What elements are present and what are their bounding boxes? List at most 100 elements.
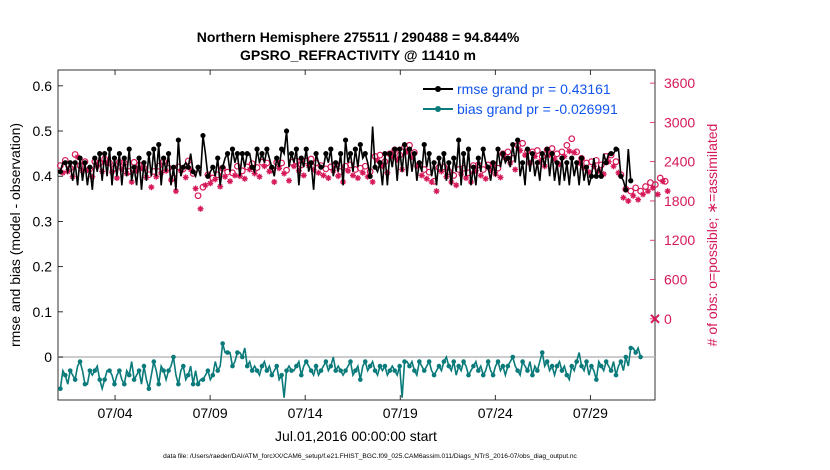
obs-assimilated-point — [605, 158, 612, 165]
rmse-point — [564, 160, 570, 166]
bias-point — [569, 363, 575, 369]
rmse-point — [401, 141, 408, 148]
bias-point — [579, 363, 584, 369]
obs-assimilated-point — [276, 165, 283, 172]
obs-possible-point — [224, 168, 231, 176]
obs-assimilated-point — [463, 175, 470, 182]
bias-point — [480, 372, 486, 378]
bias-point — [131, 377, 137, 382]
rmse-point — [460, 151, 467, 157]
bias-point — [358, 377, 363, 382]
bias-point — [520, 359, 525, 364]
rmse-point — [441, 151, 447, 157]
obs-possible-point — [494, 164, 502, 172]
obs-assimilated-point — [290, 163, 297, 170]
bias-point — [436, 363, 442, 369]
rmse-point — [347, 151, 354, 157]
rmse-point — [357, 141, 363, 148]
rmse-point — [106, 146, 113, 152]
rmse-point — [426, 151, 432, 157]
bias-series — [58, 341, 643, 398]
bias-point — [97, 377, 103, 382]
obs-assimilated-point — [315, 169, 322, 176]
obs-assimilated-point — [59, 169, 66, 176]
obs-assimilated-point — [644, 188, 651, 195]
obs-assimilated-point — [477, 172, 484, 179]
rmse-point — [362, 151, 368, 157]
obs-assimilated-point — [428, 178, 435, 185]
rmse-point — [387, 151, 393, 157]
rmse-point — [416, 160, 422, 166]
bias-point — [220, 341, 225, 346]
rmse-point — [377, 160, 383, 166]
rmse-point — [151, 146, 157, 152]
rmse-point — [244, 151, 250, 157]
rmse-point — [77, 155, 83, 161]
rmse-point — [529, 151, 536, 157]
obs-assimilated-point — [615, 169, 622, 176]
bias-point — [72, 377, 78, 382]
rmse-point — [574, 160, 580, 166]
obs-possible-point — [558, 148, 566, 156]
rmse-point — [97, 151, 103, 157]
obs-assimilated-point — [207, 180, 214, 187]
rmse-point — [111, 155, 118, 161]
bias-point — [353, 368, 358, 373]
rmse-point — [569, 155, 575, 161]
bias-point — [308, 368, 314, 373]
y-right-tick-label: 2400 — [664, 154, 695, 170]
bias-point — [628, 345, 634, 351]
rmse-point — [82, 160, 88, 166]
y-left-tick-label: 0.5 — [33, 123, 53, 139]
bias-point — [171, 354, 176, 360]
obs-assimilated-point — [600, 171, 607, 178]
obs-assimilated-point — [256, 173, 263, 180]
obs-assimilated-point — [404, 148, 411, 155]
rmse-point — [534, 160, 540, 166]
rmse-point — [593, 173, 599, 179]
obs-assimilated-point — [433, 188, 440, 195]
rmse-point — [406, 146, 413, 152]
bias-point — [387, 368, 393, 373]
bias-point — [289, 368, 294, 373]
obs-assimilated-point — [374, 157, 381, 164]
obs-assimilated-point — [325, 175, 332, 182]
y-axis-right: 0 600 1200 1800 2400 3000 3600 — [650, 75, 695, 327]
obs-assimilated-point — [153, 173, 160, 180]
obs-assimilated-point — [148, 184, 155, 191]
bias-point — [431, 372, 437, 378]
bias-point — [412, 368, 417, 373]
y-axis-left: 0 0.1 0.2 0.3 0.4 0.5 0.6 — [33, 78, 63, 365]
plot-area — [56, 69, 671, 401]
legend-box — [418, 77, 648, 121]
obs-possible-point — [56, 162, 64, 169]
obs-assimilated-point — [227, 178, 234, 185]
rmse-point — [456, 137, 462, 143]
rmse-point — [485, 164, 491, 170]
bias-point — [176, 381, 181, 387]
bias-point — [205, 368, 211, 373]
bias-point — [382, 363, 388, 369]
obs-assimilated-point — [104, 159, 111, 166]
x-axis-label: Jul.01,2016 00:00:00 start — [275, 428, 437, 444]
obs-assimilated-point — [251, 170, 258, 177]
bias-point — [254, 368, 260, 373]
bias-point — [417, 359, 422, 364]
bias-point — [638, 354, 643, 360]
obs-assimilated-point — [379, 163, 386, 170]
obs-assimilated-point — [138, 165, 145, 172]
bias-point — [328, 363, 334, 369]
bias-point — [525, 368, 530, 373]
rmse-point — [175, 137, 181, 143]
bias-point — [589, 363, 594, 369]
bias-point — [544, 359, 550, 364]
rmse-point — [190, 169, 196, 175]
obs-assimilated-point — [389, 153, 396, 160]
obs-assimilated-point — [664, 188, 671, 195]
bias-point — [362, 359, 368, 364]
obs-assimilated-point — [566, 148, 573, 155]
bias-point — [259, 363, 265, 369]
bias-point — [559, 368, 565, 373]
rmse-point — [229, 146, 236, 152]
